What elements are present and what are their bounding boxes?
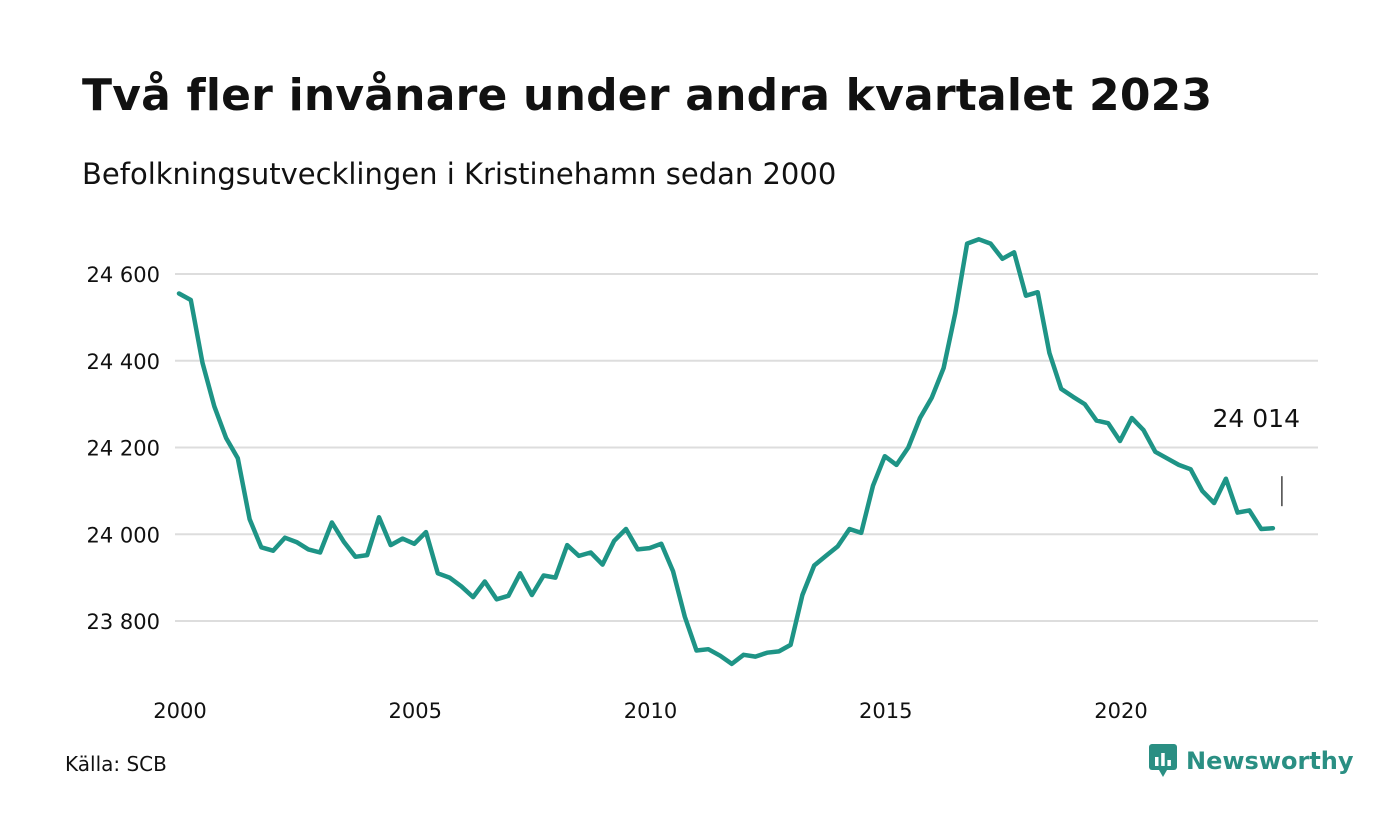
brand-name: Newsworthy: [1186, 747, 1354, 775]
chart-title: Två fler invånare under andra kvartalet …: [82, 70, 1213, 121]
y-tick-label: 24 200: [87, 437, 160, 461]
x-tick-label: 2015: [859, 699, 912, 723]
y-tick-label: 24 600: [87, 263, 160, 287]
y-tick-label: 24 000: [87, 523, 160, 547]
last-value-label: 24 014: [1213, 404, 1300, 433]
y-axis-ticks: 23 800 24 000 24 200 24 400 24 600: [87, 263, 160, 634]
gridlines: [175, 273, 1318, 622]
source-label: Källa: SCB: [65, 752, 167, 776]
x-axis-ticks: 2000 2005 2010 2015 2020: [153, 699, 1147, 723]
x-tick-label: 2000: [153, 699, 206, 723]
series-line: [176, 237, 1276, 667]
y-tick-label: 24 400: [87, 350, 160, 374]
newsworthy-icon: [1149, 744, 1177, 777]
x-tick-label: 2005: [389, 699, 442, 723]
chart-subtitle: Befolkningsutvecklingen i Kristinehamn s…: [82, 157, 837, 191]
series-layer: [176, 237, 1276, 667]
brand-logo[interactable]: Newsworthy: [1148, 743, 1354, 779]
annotation-layer: 24 014: [1213, 404, 1300, 507]
x-tick-label: 2020: [1094, 699, 1147, 723]
x-tick-label: 2010: [624, 699, 677, 723]
y-tick-label: 23 800: [87, 610, 160, 634]
